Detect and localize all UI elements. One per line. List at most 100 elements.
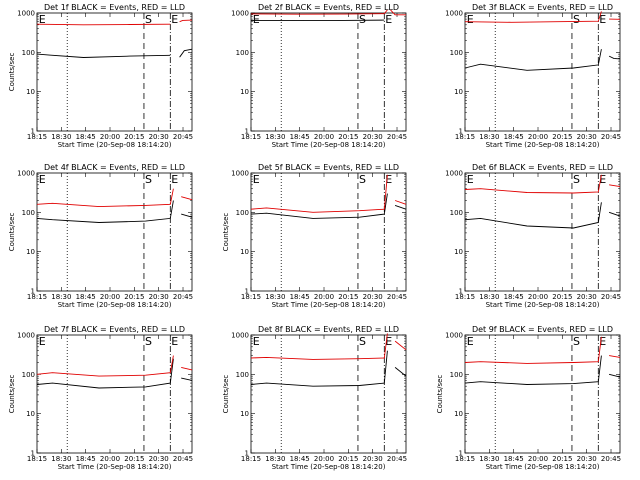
x-tick-label: 18:30 xyxy=(479,455,499,463)
series-lld-line xyxy=(36,355,174,377)
marker-E: E xyxy=(171,173,178,186)
y-tick-label: 1000 xyxy=(17,170,35,178)
x-tick-label: 18:45 xyxy=(504,455,524,463)
x-tick-label: 20:00 xyxy=(100,133,120,141)
marker-E: E xyxy=(39,335,46,348)
x-tick-label: 20:15 xyxy=(124,455,144,463)
series-lld-line xyxy=(179,19,193,23)
y-tick-label: 1000 xyxy=(17,10,35,18)
y-tick-label: 1 xyxy=(459,450,463,458)
plot-frame xyxy=(250,334,407,454)
marker-E: E xyxy=(39,173,46,186)
panel-det-5: Det 5f BLACK = Events, RED = LLD 1 10 100 10… xyxy=(222,163,407,309)
x-tick-label: 20:15 xyxy=(552,293,572,301)
y-axis-label: Counts/sec xyxy=(222,213,230,252)
x-tick-label: 20:30 xyxy=(149,133,169,141)
marker-S: S xyxy=(359,173,366,186)
series-lld-line xyxy=(464,336,602,364)
panel-det-2: Det 2f BLACK = Events, RED = LLD 1 10 100 10… xyxy=(231,3,407,149)
x-tick-label: 20:45 xyxy=(387,293,407,301)
y-axis-label: Counts/sec xyxy=(436,375,444,414)
x-tick-label: 20:45 xyxy=(173,455,193,463)
panel-det-3: Det 3f BLACK = Events, RED = LLD 1 10 100 10… xyxy=(445,3,621,149)
series-events-line xyxy=(608,211,621,217)
x-tick-label: 20:45 xyxy=(173,133,193,141)
x-tick-label: 18:30 xyxy=(51,455,71,463)
x-tick-label: 20:15 xyxy=(124,293,144,301)
x-tick-label: 20:15 xyxy=(552,455,572,463)
y-axis-label: Counts/sec xyxy=(8,375,16,414)
marker-E: E xyxy=(385,335,392,348)
x-tick-label: 18:15 xyxy=(27,133,47,141)
x-tick-label: 20:00 xyxy=(314,293,334,301)
y-tick-label: 1000 xyxy=(231,332,249,340)
x-tick-label: 20:00 xyxy=(528,293,548,301)
marker-S: S xyxy=(145,335,152,348)
x-axis-label: Start Time (20-Sep-08 18:14:20) xyxy=(486,463,600,471)
plot-frame xyxy=(36,334,193,454)
y-tick-label: 100 xyxy=(22,371,35,379)
marker-E: E xyxy=(171,335,178,348)
x-tick-label: 18:45 xyxy=(76,133,96,141)
y-tick-label: 100 xyxy=(22,49,35,57)
x-tick-label: 18:30 xyxy=(265,455,285,463)
y-tick-label: 1 xyxy=(459,128,463,136)
marker-E: E xyxy=(253,13,260,26)
marker-E: E xyxy=(385,13,392,26)
marker-E: E xyxy=(39,13,46,26)
x-tick-label: 18:45 xyxy=(76,455,96,463)
series-lld-line xyxy=(609,184,621,188)
series-events-line xyxy=(608,55,621,60)
x-axis-label: Start Time (20-Sep-08 18:14:20) xyxy=(58,141,172,149)
marker-S: S xyxy=(145,173,152,186)
series-events-line xyxy=(464,49,602,71)
series-lld-line xyxy=(250,333,388,360)
marker-E: E xyxy=(599,335,606,348)
plot-frame xyxy=(36,172,193,292)
x-tick-label: 20:00 xyxy=(314,455,334,463)
x-tick-label: 18:30 xyxy=(51,133,71,141)
y-tick-label: 1000 xyxy=(445,332,463,340)
x-axis-label: Start Time (20-Sep-08 18:14:20) xyxy=(272,141,386,149)
y-tick-label: 1 xyxy=(245,288,249,296)
panel-det-1: Det 1f BLACK = Events, RED = LLD 1 10 100 10… xyxy=(8,3,193,149)
marker-S: S xyxy=(359,335,366,348)
x-tick-label: 20:45 xyxy=(601,455,621,463)
y-tick-label: 1000 xyxy=(231,170,249,178)
panel-title: Det 2f BLACK = Events, RED = LLD xyxy=(258,3,399,12)
x-tick-label: 20:45 xyxy=(387,133,407,141)
series-lld-line xyxy=(464,11,602,23)
x-tick-label: 20:00 xyxy=(100,293,120,301)
x-tick-label: 20:00 xyxy=(528,133,548,141)
y-tick-label: 10 xyxy=(240,248,249,256)
x-axis-label: Start Time (20-Sep-08 18:14:20) xyxy=(486,301,600,309)
y-tick-label: 1 xyxy=(245,128,249,136)
x-tick-label: 20:45 xyxy=(173,293,193,301)
x-tick-label: 20:45 xyxy=(601,293,621,301)
panel-det-6: Det 6f BLACK = Events, RED = LLD 1 10 100 10… xyxy=(445,163,621,309)
y-axis-label: Counts/sec xyxy=(8,213,16,252)
y-axis-label: Counts/sec xyxy=(222,375,230,414)
y-tick-label: 100 xyxy=(450,49,463,57)
y-tick-label: 10 xyxy=(26,410,35,418)
panel-title: Det 4f BLACK = Events, RED = LLD xyxy=(44,163,185,172)
marker-E: E xyxy=(599,13,606,26)
x-tick-label: 18:45 xyxy=(504,133,524,141)
plot-frame xyxy=(464,334,621,454)
series-events-line xyxy=(394,204,407,210)
x-tick-label: 20:00 xyxy=(528,455,548,463)
x-tick-label: 20:30 xyxy=(149,293,169,301)
x-axis-label: Start Time (20-Sep-08 18:14:20) xyxy=(58,301,172,309)
marker-E: E xyxy=(467,173,474,186)
panel-title: Det 7f BLACK = Events, RED = LLD xyxy=(44,325,185,334)
y-tick-label: 1 xyxy=(31,128,35,136)
panel-det-4: Det 4f BLACK = Events, RED = LLD 1 10 100 10… xyxy=(8,163,193,309)
x-tick-label: 20:00 xyxy=(100,455,120,463)
plot-frame xyxy=(464,172,621,292)
x-tick-label: 20:45 xyxy=(387,455,407,463)
y-tick-label: 100 xyxy=(450,209,463,217)
x-tick-label: 20:45 xyxy=(601,133,621,141)
marker-S: S xyxy=(573,13,580,26)
x-tick-label: 20:30 xyxy=(363,133,383,141)
x-tick-label: 18:15 xyxy=(241,133,261,141)
